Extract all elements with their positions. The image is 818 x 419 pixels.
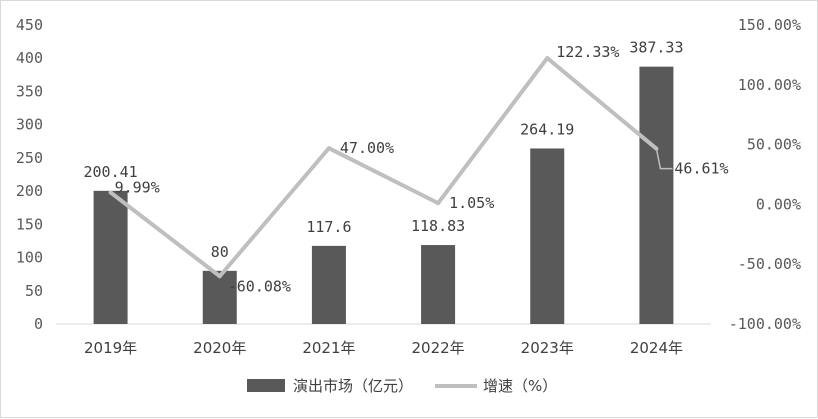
y-left-tick-label: 300: [16, 116, 43, 134]
growth-point: [108, 190, 113, 195]
x-tick-label: 2019年: [84, 339, 137, 357]
bar: [530, 148, 565, 324]
y-right-tick-label: 0.00%: [756, 195, 801, 213]
y-left-tick-label: 0: [34, 315, 43, 333]
bar: [639, 66, 674, 324]
y-left-tick-label: 400: [16, 49, 43, 67]
line-data-label: -60.08%: [228, 277, 291, 295]
y-left-tick-label: 350: [16, 82, 43, 100]
bar: [202, 270, 237, 324]
y-right-tick-label: -50.00%: [738, 255, 801, 273]
x-tick-label: 2021年: [302, 339, 355, 357]
y-left-tick-label: 200: [16, 182, 43, 200]
label-leader-line: [655, 148, 673, 170]
line-data-label: 122.33%: [556, 43, 619, 61]
bar-data-label: 117.6: [306, 218, 351, 236]
line-data-label: 46.61%: [674, 160, 728, 178]
growth-point: [436, 201, 441, 206]
x-tick-label: 2022年: [411, 339, 464, 357]
growth-point: [217, 274, 222, 279]
y-right-tick-label: -100.00%: [729, 315, 801, 333]
legend-label: 增速（%）: [483, 377, 557, 395]
growth-point: [545, 56, 550, 61]
y-left-tick-label: 50: [25, 282, 43, 300]
growth-point: [326, 146, 331, 151]
y-right-tick-label: 50.00%: [747, 136, 801, 154]
x-tick-label: 2020年: [193, 339, 246, 357]
legend-label: 演出市场（亿元）: [293, 377, 413, 395]
bar: [311, 245, 346, 324]
bar-data-label: 80: [211, 243, 229, 261]
legend-swatch-bar: [247, 379, 285, 392]
line-data-label: 1.05%: [449, 194, 494, 212]
y-left-tick-label: 100: [16, 249, 43, 267]
y-left-tick-label: 150: [16, 215, 43, 233]
x-tick-label: 2024年: [630, 339, 683, 357]
x-tick-label: 2023年: [521, 339, 574, 357]
bar-data-label: 200.41: [83, 163, 137, 181]
y-right-tick-label: 150.00%: [738, 16, 801, 34]
line-data-label: 47.00%: [340, 139, 394, 157]
bar-data-label: 118.83: [411, 217, 465, 235]
growth-line: [109, 56, 658, 279]
bar: [93, 190, 128, 324]
bar-data-label: 387.33: [629, 39, 683, 57]
line-data-label: 9.99%: [115, 178, 160, 196]
y-left-tick-label: 450: [16, 16, 43, 34]
y-left-tick-label: 250: [16, 149, 43, 167]
y-right-tick-label: 100.00%: [738, 76, 801, 94]
bar-data-label: 264.19: [520, 120, 574, 138]
bar: [421, 245, 456, 324]
